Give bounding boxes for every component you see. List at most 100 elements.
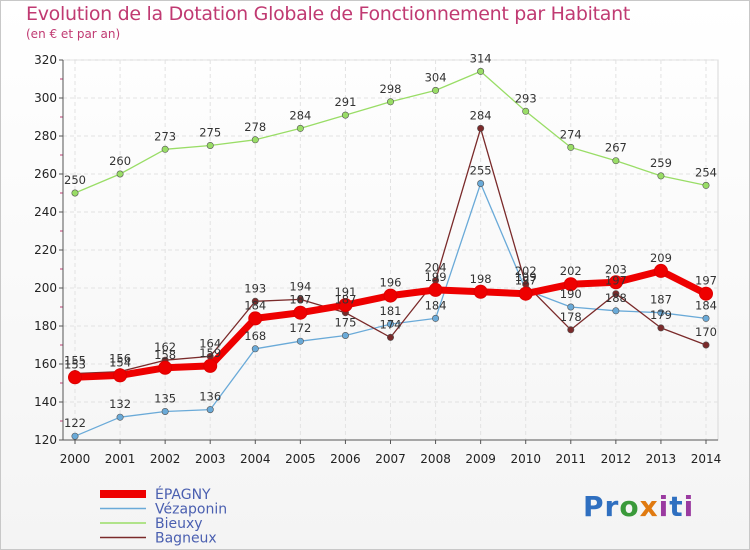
data-point — [116, 170, 124, 178]
x-tick-label: 2009 — [465, 452, 496, 466]
data-label: 193 — [244, 281, 266, 295]
data-point — [386, 98, 394, 106]
data-point — [477, 67, 485, 75]
data-label: 155 — [64, 354, 86, 368]
y-tick-label: 240 — [34, 205, 57, 219]
data-point — [248, 311, 263, 326]
data-label: 284 — [470, 108, 492, 122]
data-point — [522, 107, 530, 115]
data-point — [657, 172, 665, 180]
data-label: 184 — [695, 298, 717, 312]
data-point — [432, 86, 440, 94]
data-point — [567, 143, 575, 151]
data-label: 179 — [650, 308, 672, 322]
data-point — [116, 413, 124, 421]
data-label: 184 — [244, 298, 266, 312]
data-label: 122 — [64, 416, 86, 430]
data-point — [158, 360, 173, 375]
y-tick-label: 280 — [34, 129, 57, 143]
data-label: 274 — [560, 127, 582, 141]
data-label: 153 — [64, 357, 86, 371]
y-tick-label: 260 — [34, 167, 57, 181]
data-point — [612, 157, 620, 165]
data-label: 175 — [334, 316, 356, 330]
data-label: 162 — [154, 340, 176, 354]
data-label: 197 — [515, 274, 537, 288]
x-tick-label: 2001 — [105, 452, 136, 466]
data-point — [657, 324, 665, 332]
data-label: 156 — [109, 352, 131, 366]
y-tick-label: 140 — [34, 395, 57, 409]
data-label: 174 — [380, 317, 402, 331]
y-tick-label: 220 — [34, 243, 57, 257]
data-label: 198 — [470, 272, 492, 286]
data-point — [68, 370, 82, 385]
data-label: 190 — [560, 287, 582, 301]
data-point — [251, 136, 259, 144]
y-tick-label: 160 — [34, 357, 57, 371]
chart-subtitle: (en € et par an) — [26, 27, 121, 41]
data-label: 196 — [380, 276, 402, 290]
legend-label: ÉPAGNY — [155, 486, 211, 503]
x-tick-label: 2005 — [285, 452, 316, 466]
data-label: 202 — [560, 264, 582, 278]
data-label: 187 — [334, 293, 356, 307]
data-point — [296, 295, 304, 303]
y-tick-label: 300 — [34, 91, 57, 105]
x-tick-label: 2010 — [510, 452, 541, 466]
data-label: 172 — [289, 321, 311, 335]
data-label: 158 — [154, 348, 176, 362]
data-label: 250 — [64, 173, 86, 187]
data-label: 293 — [515, 91, 537, 105]
data-point — [702, 341, 710, 349]
data-point — [341, 331, 349, 339]
data-point — [653, 263, 668, 278]
x-tick-label: 2007 — [375, 452, 406, 466]
data-point — [477, 180, 485, 188]
data-label: 259 — [650, 156, 672, 170]
data-point — [251, 345, 259, 353]
x-tick-label: 2006 — [330, 452, 361, 466]
data-point — [341, 111, 349, 119]
data-point — [113, 368, 128, 383]
y-tick-label: 180 — [34, 319, 57, 333]
data-point — [161, 145, 169, 153]
data-point — [657, 309, 665, 317]
data-point — [432, 314, 440, 322]
data-label: 197 — [605, 274, 627, 288]
data-label: 209 — [650, 251, 672, 265]
data-point — [702, 181, 710, 189]
data-label: 203 — [605, 262, 627, 276]
data-label: 136 — [199, 390, 221, 404]
legend-label: Vézaponin — [155, 502, 227, 518]
data-label: 187 — [289, 293, 311, 307]
data-label: 278 — [244, 120, 266, 134]
data-label: 168 — [244, 329, 266, 343]
data-label: 135 — [154, 392, 176, 406]
chart-title: Evolution de la Dotation Globale de Fonc… — [26, 3, 631, 25]
data-label: 164 — [199, 336, 221, 350]
data-point — [702, 314, 710, 322]
axes: 120 140 160 180 200 220 240 260 280 300 320 2000 200… — [34, 53, 721, 466]
proxiti-logo: Proxiti — [583, 490, 695, 523]
data-label: 188 — [605, 291, 627, 305]
data-point — [296, 124, 304, 132]
data-label: 284 — [289, 108, 311, 122]
data-label: 197 — [695, 274, 717, 288]
x-tick-label: 2002 — [150, 452, 181, 466]
data-point — [251, 297, 259, 305]
data-point — [206, 142, 214, 150]
data-label: 132 — [109, 397, 131, 411]
data-label: 194 — [289, 279, 311, 293]
data-point — [71, 432, 79, 440]
x-tick-label: 2004 — [240, 452, 271, 466]
data-point — [567, 326, 575, 334]
data-point — [293, 305, 308, 320]
x-tick-label: 2008 — [420, 452, 451, 466]
data-label: 178 — [560, 310, 582, 324]
data-point — [296, 337, 304, 345]
data-label: 154 — [109, 355, 131, 369]
data-point — [612, 307, 620, 315]
